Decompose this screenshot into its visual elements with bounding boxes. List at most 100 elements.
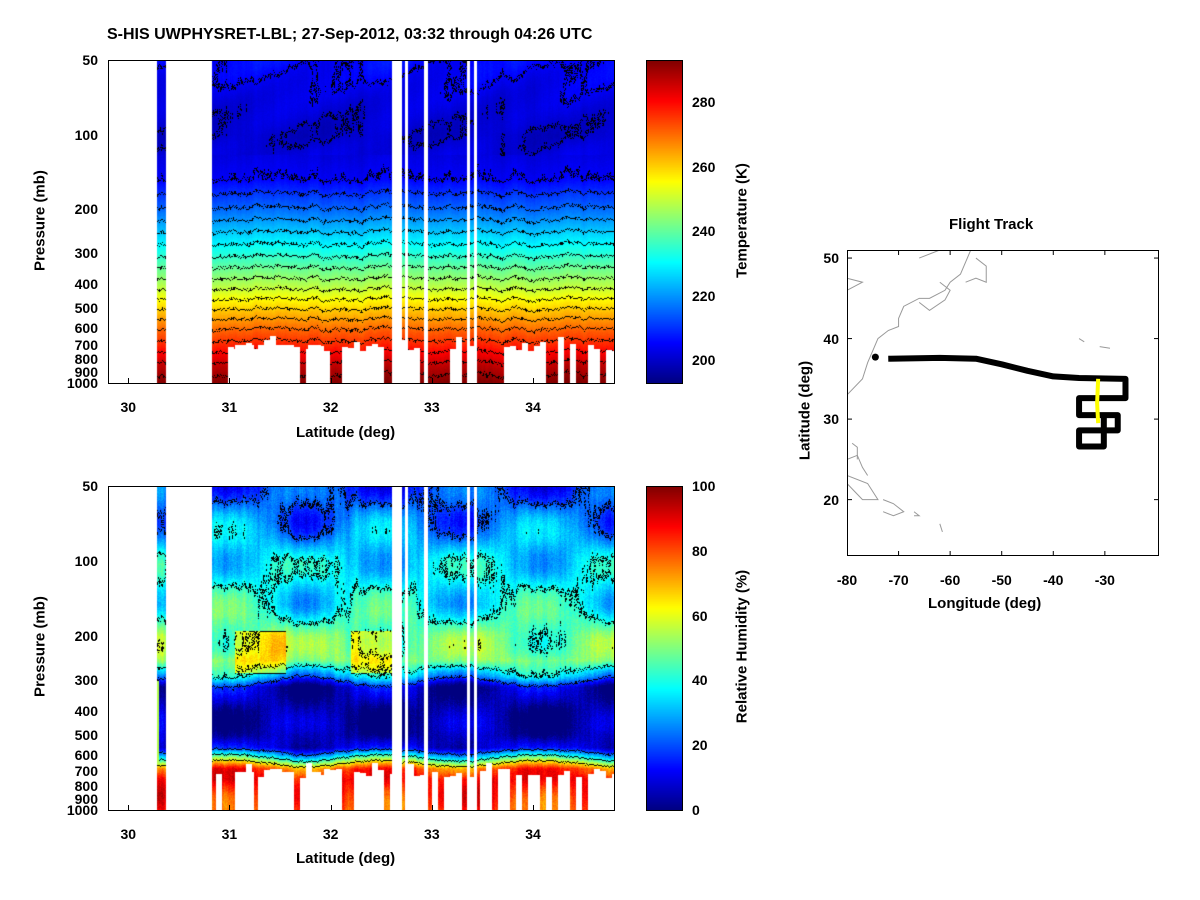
coastline [847,454,869,476]
temperature-colorbar-label: Temperature (K) [733,163,751,278]
y-tick-label: 700 [74,336,98,353]
y-tick-label: 100 [74,126,98,143]
y-tick-label: 1000 [66,802,98,818]
colorbar-tick-label: 40 [692,672,708,689]
temperature-heatmap [108,60,614,383]
y-tick-label: 600 [74,746,98,763]
x-tick-mark [533,378,535,383]
x-tick-mark [431,378,433,383]
y-tick-label: 500 [74,300,98,317]
y-tick-label: 600 [74,319,98,336]
coastline [1099,346,1111,349]
temperature-ylabel: Pressure (mb) [31,170,49,271]
x-tick-mark [533,805,535,810]
y-tick-label: 800 [74,350,98,367]
y-tick-label: 30 [823,411,839,428]
y-tick-label: 800 [74,777,98,794]
humidity-axes-frame [108,486,615,811]
x-tick-label: -50 [991,572,1012,588]
temperature-colorbar-frame [646,60,683,384]
x-tick-mark [128,378,130,383]
coastline [918,281,951,312]
coastline [965,257,987,283]
x-tick-label: 30 [120,399,137,415]
x-tick-label: 34 [525,399,541,415]
x-tick-label: -40 [1043,572,1064,588]
colorbar-tick-label: 260 [692,158,716,175]
humidity-colorbar-label: Relative Humidity (%) [733,569,751,724]
y-tick-label: 500 [74,727,98,744]
x-tick-label: -60 [940,572,961,588]
humidity-colorbar [646,486,682,810]
flight-track-highlight-segment [1095,378,1101,424]
flight-track-ylabel: Latitude (deg) [796,360,814,461]
y-tick-label: 50 [82,52,98,68]
x-tick-mark [431,805,433,810]
temperature-axes-frame [108,60,615,384]
y-tick-label: 1000 [66,375,98,391]
humidity-ylabel: Pressure (mb) [31,596,49,697]
y-tick-label: 200 [74,201,98,218]
humidity-xlabel: Latitude (deg) [296,850,396,867]
colorbar-tick-label: 60 [692,607,708,624]
colorbar-tick-label: 200 [692,352,716,369]
coastline [851,442,858,460]
coastline [919,250,941,259]
y-tick-label: 900 [74,363,98,380]
colorbar-tick-label: 220 [692,287,716,304]
flight-start-marker [871,353,879,361]
coastline [913,511,921,517]
flight-track-axes-frame [847,250,1159,556]
x-tick-label: 31 [221,826,238,842]
y-tick-label: 300 [74,671,98,688]
y-tick-label: 300 [74,245,98,262]
coastline [882,499,905,517]
x-tick-label: -70 [888,572,909,588]
x-tick-label: 30 [120,826,137,842]
x-tick-label: -80 [836,572,858,588]
x-tick-label: 32 [322,399,339,415]
temperature-xlabel: Latitude (deg) [296,424,396,441]
coastline [1078,338,1085,343]
flight-track-xlabel: Longitude (deg) [928,595,1042,612]
x-tick-label: 33 [424,399,440,415]
humidity-heatmap [108,486,614,810]
y-tick-label: 900 [74,790,98,807]
y-tick-label: 200 [74,627,98,644]
y-tick-label: 400 [74,702,98,719]
flight-track-title: Flight Track [949,216,1034,233]
colorbar-tick-label: 280 [692,93,716,110]
figure-title: S-HIS UWPHYSRET-LBL; 27-Sep-2012, 03:32 … [107,26,593,43]
y-tick-label: 400 [74,276,98,293]
temperature-colorbar [646,60,682,383]
y-tick-label: 40 [823,330,839,347]
colorbar-tick-label: 80 [692,542,708,559]
coastline [939,523,943,532]
x-tick-mark [330,805,332,810]
x-tick-mark [229,805,231,810]
colorbar-tick-label: 240 [692,223,716,240]
flight-track-plot [847,250,1159,556]
y-tick-label: 20 [823,491,839,508]
y-tick-label: 100 [74,552,98,569]
x-tick-mark [330,378,332,383]
y-tick-label: 50 [82,478,98,494]
x-tick-mark [229,378,231,383]
x-tick-label: 34 [525,826,541,842]
x-tick-mark [128,805,130,810]
x-tick-label: 33 [424,826,440,842]
colorbar-tick-label: 0 [692,802,700,818]
coastline [847,277,864,291]
humidity-colorbar-frame [646,486,683,811]
coastline [847,475,879,501]
colorbar-tick-label: 100 [692,478,716,494]
x-tick-label: 32 [322,826,339,842]
x-tick-label: 31 [221,399,238,415]
flight-track-line [888,354,1129,450]
x-tick-label: -30 [1094,572,1115,588]
coastline [847,250,972,396]
colorbar-tick-label: 20 [692,737,708,754]
y-tick-label: 50 [823,250,839,267]
y-tick-label: 700 [74,763,98,780]
